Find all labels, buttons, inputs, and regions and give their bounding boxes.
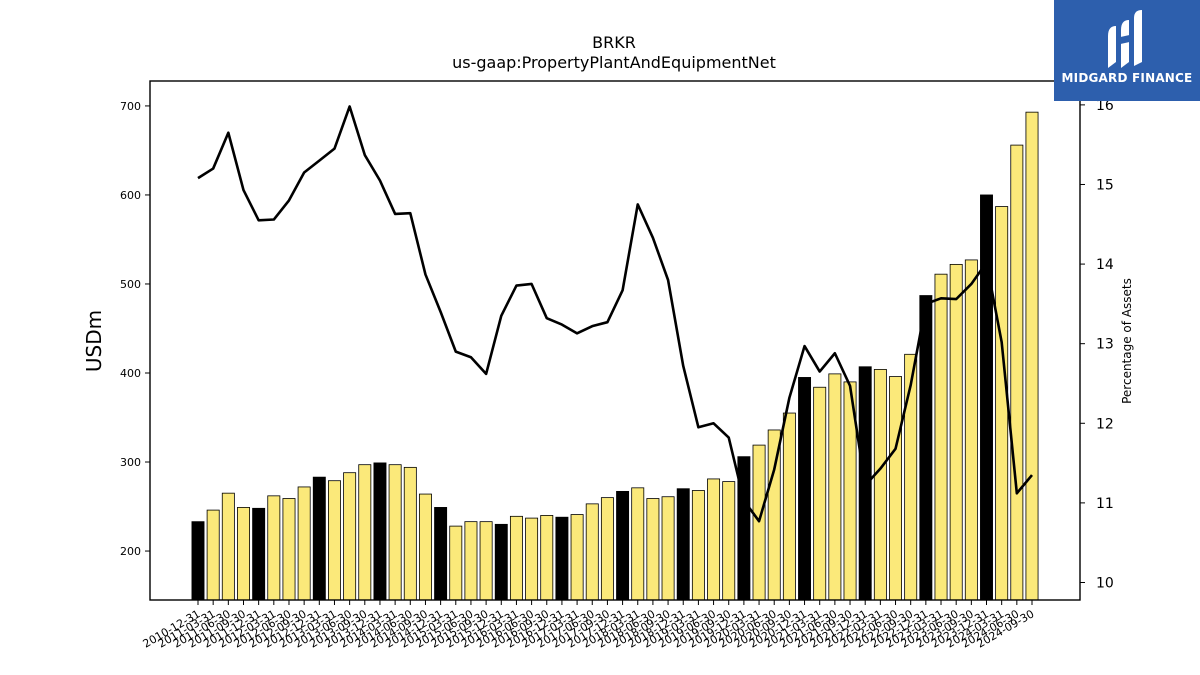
- bar-2012-06-30: [282, 498, 296, 601]
- bar-2016-12-31: [555, 516, 569, 601]
- y-tick-label: 700: [120, 100, 141, 113]
- bar-2018-12-31: [676, 488, 690, 601]
- bar-2021-06-30: [828, 373, 842, 601]
- bar-2022-06-30: [889, 376, 902, 601]
- bar-2021-03-31: [813, 386, 827, 601]
- y-axis-label: USDm: [82, 310, 106, 372]
- bar-2015-12-31: [494, 523, 508, 601]
- bar-2020-12-31: [798, 377, 812, 601]
- y2-tick-label: 13: [1096, 337, 1114, 353]
- y2-tick-label: 11: [1096, 496, 1114, 512]
- y2-axis-label: Percentage of Assets: [1120, 278, 1134, 404]
- bar-2019-06-30: [707, 478, 721, 601]
- bar-2015-03-31: [449, 525, 463, 601]
- midgard-logo-icon: [1108, 10, 1142, 68]
- bar-2018-03-31: [631, 487, 645, 601]
- bar-group: [191, 111, 1039, 601]
- bar-2013-12-31: [373, 462, 387, 601]
- bar-2014-03-31: [388, 464, 402, 601]
- y-tick-label: 300: [120, 456, 141, 469]
- y2-tick-label: 12: [1096, 416, 1114, 432]
- bar-2020-09-30: [782, 412, 796, 601]
- bar-2016-03-31: [509, 515, 523, 601]
- bar-2011-09-30: [237, 507, 250, 601]
- bar-2012-03-31: [267, 495, 281, 601]
- y2-tick-label: 16: [1096, 98, 1114, 114]
- bar-2013-09-30: [358, 464, 372, 601]
- bar-2022-09-30: [904, 353, 918, 601]
- bar-2013-03-31: [328, 480, 341, 601]
- bar-2017-03-31: [570, 514, 584, 601]
- bar-2012-09-30: [297, 486, 311, 601]
- bar-2010-12-31: [191, 521, 205, 601]
- bar-2015-09-30: [479, 521, 493, 601]
- bar-2024-03-31: [995, 206, 1009, 601]
- x-axis: 2010-12-312011-03-312011-06-302011-09-30…: [141, 600, 1037, 651]
- y-tick-label: 600: [120, 189, 141, 202]
- bar-2019-09-30: [722, 481, 736, 601]
- bar-2013-06-30: [343, 472, 357, 601]
- bar-2017-06-30: [585, 503, 599, 601]
- bar-2018-06-30: [646, 498, 660, 601]
- y-axis-right: 10 11 12 13 14 15 16: [1080, 98, 1114, 591]
- bar-2014-09-30: [418, 493, 432, 601]
- percentage-of-assets-line: [197, 105, 1034, 523]
- y2-tick-label: 10: [1096, 575, 1114, 591]
- bar-2018-09-30: [661, 496, 675, 601]
- plot-frame: [149, 80, 1081, 601]
- y2-tick-label: 15: [1096, 177, 1114, 193]
- bar-2011-06-30: [221, 492, 235, 601]
- midgard-finance-logo: MIDGARD FINANCE: [1054, 0, 1200, 101]
- bar-2014-12-31: [434, 507, 448, 601]
- y2-tick-label: 14: [1096, 257, 1114, 273]
- y-tick-label: 400: [120, 367, 141, 380]
- bar-2023-03-31: [934, 273, 948, 601]
- bar-2016-06-30: [525, 517, 539, 601]
- bar-2014-06-30: [403, 466, 417, 601]
- bar-2012-12-31: [312, 476, 326, 601]
- bar-2022-12-31: [919, 295, 933, 601]
- bar-2019-03-31: [691, 490, 705, 601]
- y-tick-label: 200: [120, 545, 141, 558]
- bar-2015-06-30: [464, 521, 478, 601]
- bar-2023-06-30: [949, 263, 963, 601]
- bar-2023-12-31: [980, 194, 993, 601]
- logo-text: MIDGARD FINANCE: [1061, 71, 1193, 85]
- y-axis-left: 200 300 400 500 600 700: [120, 100, 150, 558]
- y-tick-label: 500: [120, 278, 141, 291]
- bar-2023-09-30: [964, 259, 978, 601]
- bar-2017-09-30: [600, 497, 614, 601]
- bar-2011-03-31: [206, 509, 220, 601]
- bar-2022-03-31: [873, 369, 887, 601]
- bar-2024-06-30: [1010, 144, 1024, 601]
- bar-2024-09-30: [1025, 111, 1039, 601]
- bar-2020-03-31: [752, 444, 766, 601]
- chart-title: BRKR: [592, 33, 636, 52]
- bar-2011-12-31: [252, 507, 266, 601]
- chart-subtitle: us-gaap:PropertyPlantAndEquipmentNet: [452, 53, 776, 72]
- bar-2017-12-31: [616, 490, 630, 601]
- bar-2016-09-30: [540, 515, 554, 601]
